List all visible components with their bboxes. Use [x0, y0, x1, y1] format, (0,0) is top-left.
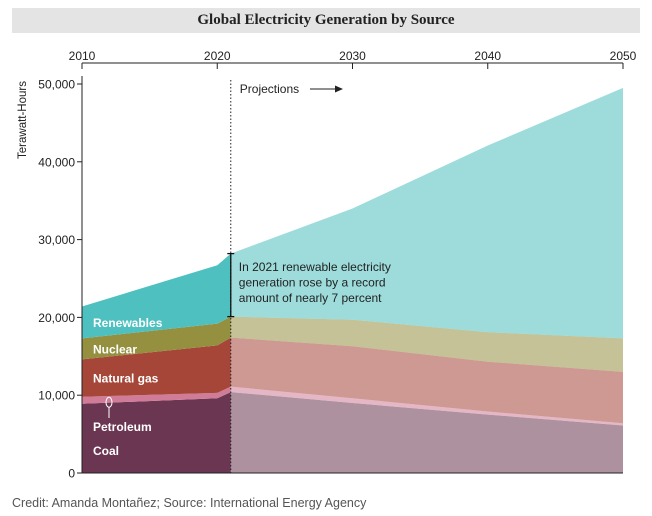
area-nuclear-historical [82, 316, 231, 360]
series-label-coal: Coal [93, 444, 119, 458]
chart-title-bar: Global Electricity Generation by Source [12, 8, 640, 33]
series-label-nuclear: Nuclear [93, 342, 137, 356]
annotation-line: generation rose by a record [239, 276, 386, 290]
chart-title: Global Electricity Generation by Source [197, 12, 455, 28]
area-renewables-projected [230, 87, 624, 339]
y-tick-label: 20,000 [38, 311, 75, 325]
y-tick-label: 50,000 [38, 78, 75, 92]
x-tick-label: 2010 [69, 49, 96, 63]
series-label-petroleum: Petroleum [93, 420, 152, 434]
area-nuclear-projected [230, 316, 624, 372]
area-natural-gas-historical [82, 337, 231, 397]
x-tick-label: 2030 [339, 49, 366, 63]
y-tick-label: 40,000 [38, 155, 75, 169]
y-axis-label: Terawatt-Hours [17, 81, 29, 159]
projection-arrow-head [335, 85, 343, 93]
x-tick-label: 2020 [204, 49, 231, 63]
credit-line: Credit: Amanda Montañez; Source: Interna… [12, 496, 367, 510]
x-tick-label: 2050 [610, 49, 637, 63]
area-petroleum-projected [230, 386, 624, 426]
series-label-renewables: Renewables [93, 316, 163, 330]
projection-label: Projections [240, 82, 299, 96]
area-petroleum-historical [82, 386, 231, 404]
x-tick-label: 2040 [474, 49, 501, 63]
annotation-line: In 2021 renewable electricity [239, 260, 391, 274]
annotation-text: In 2021 renewable electricity generation … [239, 260, 391, 305]
series-label-natural-gas: Natural gas [93, 372, 159, 386]
area-natural-gas-projected [230, 337, 624, 424]
area-coal-historical [82, 392, 231, 473]
y-tick-label: 0 [68, 467, 75, 481]
annotation-line: amount of nearly 7 percent [239, 291, 382, 305]
area-coal-projected [230, 392, 624, 473]
petroleum-leader-marker [105, 396, 113, 408]
y-tick-label: 10,000 [38, 389, 75, 403]
y-tick-label: 30,000 [38, 233, 75, 247]
area-renewables-historical [82, 253, 231, 339]
